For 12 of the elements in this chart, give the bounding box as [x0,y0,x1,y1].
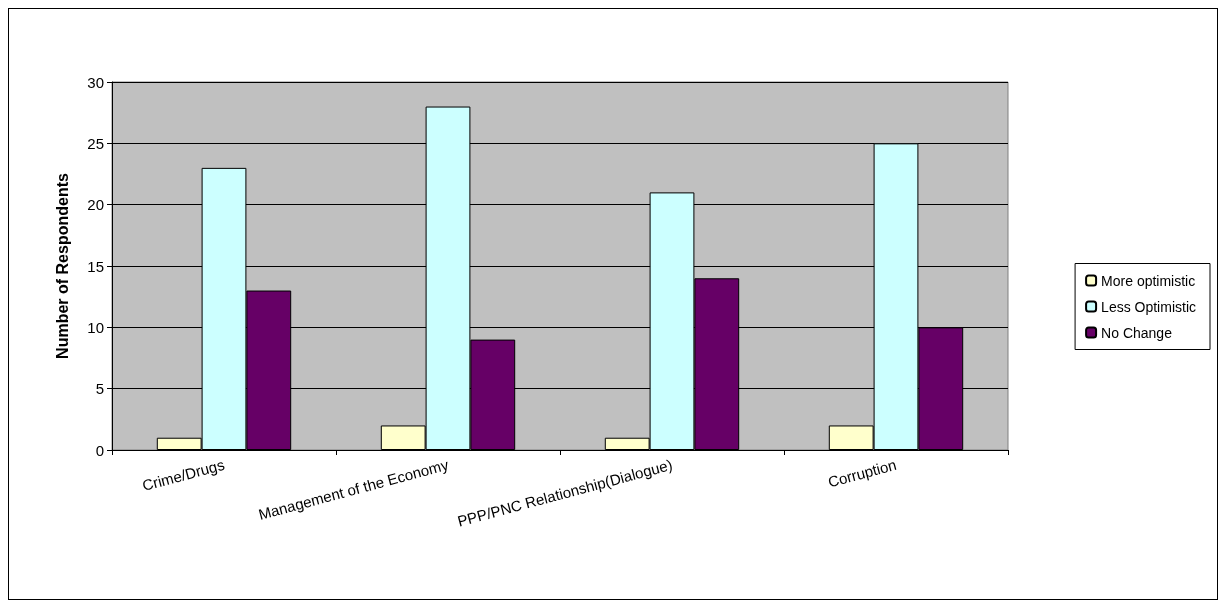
y-tick-label: 0 [95,441,104,459]
y-tick-label: 20 [87,196,104,214]
legend-label: Less Optimistic [1101,298,1197,315]
y-axis-title: Number of Respondents [53,173,71,359]
y-tick-label: 15 [87,257,104,275]
legend-label: No Change [1101,324,1173,341]
y-tick-label: 25 [87,134,104,152]
y-tick-label: 30 [87,73,104,91]
y-tick-label: 5 [95,380,104,398]
y-tick-label: 10 [87,318,104,336]
x-tick-label: Corruption [826,455,899,491]
legend-label: More optimistic [1101,272,1196,289]
